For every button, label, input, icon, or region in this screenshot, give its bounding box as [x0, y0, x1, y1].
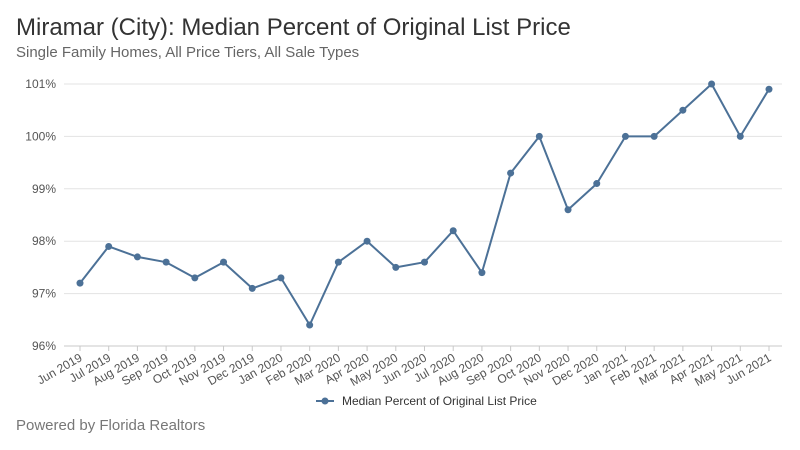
data-point[interactable] [220, 258, 228, 266]
data-point[interactable] [679, 106, 687, 114]
data-point[interactable] [421, 258, 428, 266]
data-point[interactable] [191, 274, 199, 282]
legend-label: Median Percent of Original List Price [342, 394, 537, 408]
data-point[interactable] [593, 180, 601, 188]
data-point[interactable] [765, 85, 773, 93]
data-point[interactable] [162, 258, 170, 266]
data-point[interactable] [736, 132, 744, 140]
series-median-percent [76, 80, 773, 329]
y-tick-label: 98% [32, 234, 56, 248]
chart-subtitle: Single Family Homes, All Price Tiers, Al… [16, 44, 360, 61]
legend[interactable]: Median Percent of Original List Price [316, 394, 537, 408]
data-point[interactable] [277, 274, 285, 282]
data-point[interactable] [621, 132, 629, 140]
footer-credit: Powered by Florida Realtors [16, 417, 206, 434]
data-point[interactable] [449, 227, 457, 235]
y-tick-label: 97% [32, 287, 56, 301]
data-point[interactable] [478, 269, 486, 277]
y-tick-label: 100% [25, 129, 56, 143]
data-point[interactable] [306, 321, 314, 329]
data-point[interactable] [392, 263, 400, 271]
data-point[interactable] [248, 284, 256, 292]
data-point[interactable] [564, 206, 572, 214]
data-point[interactable] [133, 253, 141, 261]
data-point[interactable] [650, 132, 658, 140]
y-axis-ticks: 96% 97% 98% 99% 100% 101% [25, 77, 56, 353]
data-point[interactable] [76, 279, 84, 287]
data-point[interactable] [334, 258, 342, 266]
y-tick-label: 96% [32, 339, 56, 353]
series-line [79, 83, 770, 326]
y-tick-label: 99% [32, 182, 56, 196]
chart-title: Miramar (City): Median Percent of Origin… [16, 14, 571, 41]
gridlines [64, 83, 782, 347]
data-point[interactable] [105, 242, 113, 250]
data-point[interactable] [363, 237, 371, 245]
y-tick-label: 101% [25, 77, 56, 91]
data-point[interactable] [708, 80, 716, 88]
data-point[interactable] [535, 132, 543, 140]
data-point[interactable] [507, 169, 515, 177]
legend-swatch-marker [321, 397, 329, 405]
